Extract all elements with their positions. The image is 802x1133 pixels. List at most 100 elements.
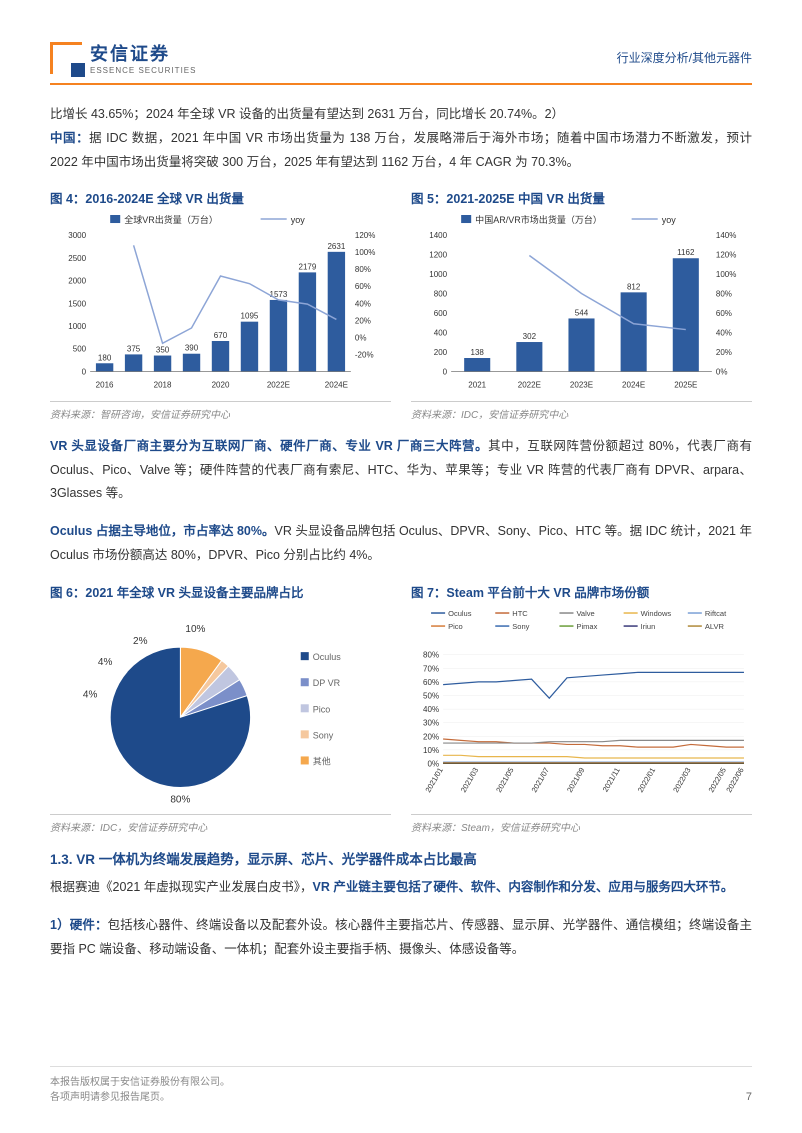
- svg-text:200: 200: [434, 348, 448, 357]
- section-p1-pre: 根据赛迪《2021 年虚拟现实产业发展白皮书》，: [50, 880, 313, 894]
- svg-text:30%: 30%: [423, 718, 439, 727]
- para3-bold: Oculus 占据主导地位，市占率达 80%。: [50, 524, 275, 538]
- svg-text:80%: 80%: [170, 794, 190, 805]
- svg-text:50%: 50%: [423, 691, 439, 700]
- para1a: 比增长 43.65%；2024 年全球 VR 设备的出货量有望达到 2631 万…: [50, 107, 564, 121]
- para2: VR 头显设备厂商主要分为互联网厂商、硬件厂商、专业 VR 厂商三大阵营。其中，…: [50, 435, 752, 506]
- svg-text:其他: 其他: [313, 755, 331, 766]
- svg-text:80%: 80%: [355, 265, 371, 274]
- svg-text:60%: 60%: [355, 282, 371, 291]
- svg-text:670: 670: [214, 331, 228, 340]
- svg-text:HTC: HTC: [512, 609, 528, 618]
- svg-text:40%: 40%: [423, 705, 439, 714]
- svg-text:2018: 2018: [154, 381, 172, 390]
- logo-en: ESSENCE SECURITIES: [90, 66, 196, 75]
- svg-text:Oculus: Oculus: [313, 652, 342, 662]
- svg-text:DP VR: DP VR: [313, 678, 341, 688]
- svg-text:1573: 1573: [270, 290, 288, 299]
- svg-text:2024E: 2024E: [622, 381, 645, 390]
- svg-text:1162: 1162: [677, 248, 695, 257]
- svg-text:10%: 10%: [185, 624, 205, 635]
- svg-text:全球VR出货量（万台）: 全球VR出货量（万台）: [124, 214, 218, 225]
- svg-text:2021/05: 2021/05: [494, 765, 515, 793]
- chart4-svg: 全球VR出货量（万台）yoy050010001500200025003000-2…: [50, 213, 391, 394]
- section-p2-bold: 1）硬件：: [50, 918, 108, 932]
- chart5-box: 图 5：2021-2025E 中国 VR 出货量 中国AR/VR市场出货量（万台…: [411, 188, 752, 421]
- svg-text:1200: 1200: [429, 251, 447, 260]
- svg-text:Sony: Sony: [512, 622, 529, 631]
- chart5-source: 资料来源：IDC，安信证券研究中心: [411, 401, 752, 421]
- svg-text:Pico: Pico: [313, 704, 331, 714]
- svg-text:80%: 80%: [716, 290, 732, 299]
- para3: Oculus 占据主导地位，市占率达 80%。VR 头显设备品牌包括 Oculu…: [50, 520, 752, 568]
- svg-text:2021/11: 2021/11: [601, 765, 622, 793]
- svg-text:2020: 2020: [212, 381, 230, 390]
- svg-text:1000: 1000: [68, 322, 86, 331]
- logo: 安信证券 ESSENCE SECURITIES: [50, 40, 196, 75]
- svg-text:60%: 60%: [716, 309, 732, 318]
- svg-text:Valve: Valve: [576, 609, 594, 618]
- svg-text:2024E: 2024E: [325, 381, 348, 390]
- svg-text:2631: 2631: [327, 242, 345, 251]
- svg-text:-20%: -20%: [355, 351, 374, 360]
- svg-text:70%: 70%: [423, 664, 439, 673]
- chart4-title: 图 4：2016-2024E 全球 VR 出货量: [50, 188, 391, 207]
- svg-text:1095: 1095: [241, 312, 259, 321]
- svg-text:2016: 2016: [96, 381, 114, 390]
- svg-text:140%: 140%: [716, 231, 737, 240]
- para1b: 据 IDC 数据，2021 年中国 VR 市场出货量为 138 万台，发展略滞后…: [50, 131, 752, 169]
- svg-text:Windows: Windows: [641, 609, 672, 618]
- svg-text:Sony: Sony: [313, 730, 334, 740]
- svg-text:2022E: 2022E: [518, 381, 541, 390]
- svg-text:20%: 20%: [355, 317, 371, 326]
- chart4-source: 资料来源：智研咨询，安信证券研究中心: [50, 401, 391, 421]
- page-header: 安信证券 ESSENCE SECURITIES 行业深度分析/其他元器件: [50, 40, 752, 85]
- section-p2-body: 包括核心器件、终端设备以及配套外设。核心器件主要指芯片、传感器、显示屏、光学器件…: [50, 918, 752, 956]
- chart6-title: 图 6：2021 年全球 VR 头显设备主要品牌占比: [50, 582, 391, 601]
- svg-text:Pico: Pico: [448, 622, 463, 631]
- svg-text:180: 180: [98, 354, 112, 363]
- svg-text:1500: 1500: [68, 300, 86, 309]
- svg-text:20%: 20%: [716, 348, 732, 357]
- svg-text:1000: 1000: [429, 270, 447, 279]
- chart6-svg: 10%2%4%4%80%OculusDP VRPicoSony其他: [50, 607, 391, 808]
- svg-text:2500: 2500: [68, 254, 86, 263]
- footer-line2: 各项声明请参见报告尾页。: [50, 1088, 230, 1103]
- svg-text:60%: 60%: [423, 677, 439, 686]
- page-number: 7: [746, 1091, 752, 1103]
- svg-text:2021/01: 2021/01: [423, 765, 444, 793]
- page-footer: 本报告版权属于安信证券股份有限公司。 各项声明请参见报告尾页。 7: [50, 1066, 752, 1103]
- svg-text:Pimax: Pimax: [576, 622, 597, 631]
- chart4-box: 图 4：2016-2024E 全球 VR 出货量 全球VR出货量（万台）yoy0…: [50, 188, 391, 421]
- svg-text:2000: 2000: [68, 277, 86, 286]
- charts-row-2: 图 6：2021 年全球 VR 头显设备主要品牌占比 10%2%4%4%80%O…: [50, 582, 752, 835]
- svg-text:2022/01: 2022/01: [636, 765, 657, 793]
- svg-text:100%: 100%: [716, 270, 737, 279]
- chart7-title: 图 7：Steam 平台前十大 VR 品牌市场份额: [411, 582, 752, 601]
- svg-text:4%: 4%: [98, 657, 113, 668]
- svg-text:812: 812: [627, 283, 641, 292]
- svg-text:Iriun: Iriun: [641, 622, 656, 631]
- svg-text:120%: 120%: [355, 231, 376, 240]
- svg-text:1400: 1400: [429, 231, 447, 240]
- svg-text:2022/06: 2022/06: [724, 765, 745, 793]
- logo-icon: [50, 42, 82, 74]
- svg-text:3000: 3000: [68, 231, 86, 240]
- svg-text:2179: 2179: [298, 263, 316, 272]
- section-1-3-title: 1.3. VR 一体机为终端发展趋势，显示屏、芯片、光学器件成本占比最高: [50, 848, 752, 868]
- charts-row-1: 图 4：2016-2024E 全球 VR 出货量 全球VR出货量（万台） yoy 0…: [50, 188, 752, 421]
- section-p1: 根据赛迪《2021 年虚拟现实产业发展白皮书》，VR 产业链主要包括了硬件、软件…: [50, 876, 752, 900]
- svg-text:中国AR/VR市场出货量（万台）: 中国AR/VR市场出货量（万台）: [475, 214, 602, 225]
- chart6-box: 图 6：2021 年全球 VR 头显设备主要品牌占比 10%2%4%4%80%O…: [50, 582, 391, 835]
- svg-text:302: 302: [523, 332, 537, 341]
- svg-text:4%: 4%: [83, 689, 98, 700]
- svg-text:20%: 20%: [423, 732, 439, 741]
- svg-text:0: 0: [82, 368, 87, 377]
- svg-text:100%: 100%: [355, 248, 376, 257]
- svg-text:yoy: yoy: [662, 215, 677, 225]
- svg-text:2023E: 2023E: [570, 381, 593, 390]
- para1b-bold: 中国：: [50, 131, 89, 145]
- intro-paragraph: 比增长 43.65%；2024 年全球 VR 设备的出货量有望达到 2631 万…: [50, 103, 752, 174]
- svg-text:2022E: 2022E: [267, 381, 290, 390]
- logo-cn: 安信证券: [90, 40, 196, 66]
